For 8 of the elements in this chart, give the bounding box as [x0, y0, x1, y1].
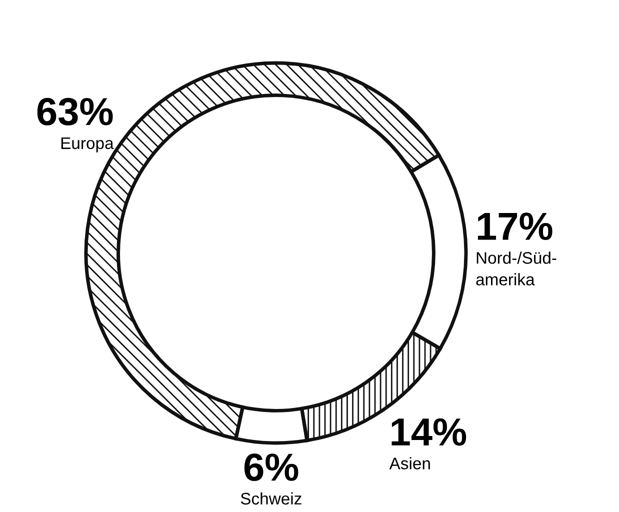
data-label: 63%: [37, 98, 113, 126]
data-label: 14%: [392, 418, 466, 446]
data-label: 6%: [244, 453, 298, 482]
slice-label: Europa: [61, 137, 114, 152]
slice-label: Nord-/Süd- amerika: [476, 252, 556, 286]
slice-label: Schweiz: [240, 492, 302, 505]
data-label: 17%: [478, 212, 552, 240]
slice-label: Asien: [389, 457, 430, 470]
